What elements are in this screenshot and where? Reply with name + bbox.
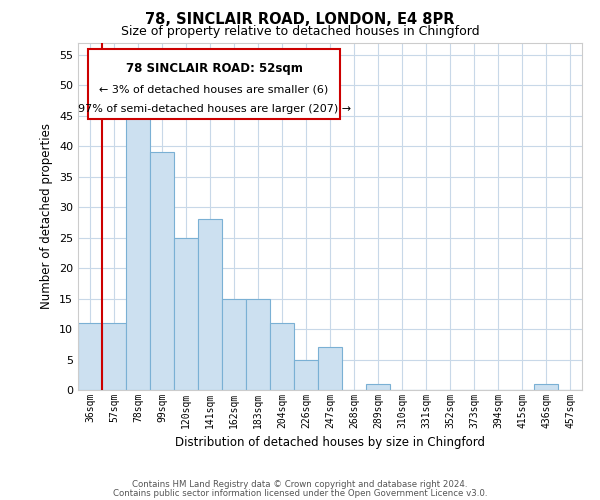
Bar xyxy=(102,323,126,390)
Text: ← 3% of detached houses are smaller (6): ← 3% of detached houses are smaller (6) xyxy=(100,84,329,94)
Text: Contains HM Land Registry data © Crown copyright and database right 2024.: Contains HM Land Registry data © Crown c… xyxy=(132,480,468,489)
FancyBboxPatch shape xyxy=(88,50,340,119)
Bar xyxy=(150,152,174,390)
Text: Contains public sector information licensed under the Open Government Licence v3: Contains public sector information licen… xyxy=(113,489,487,498)
Bar xyxy=(198,220,222,390)
Bar xyxy=(534,384,558,390)
Text: 78, SINCLAIR ROAD, LONDON, E4 8PR: 78, SINCLAIR ROAD, LONDON, E4 8PR xyxy=(145,12,455,28)
Text: Size of property relative to detached houses in Chingford: Size of property relative to detached ho… xyxy=(121,25,479,38)
Bar xyxy=(174,238,198,390)
Bar xyxy=(78,323,102,390)
Y-axis label: Number of detached properties: Number of detached properties xyxy=(40,123,53,309)
Bar xyxy=(318,348,342,390)
Text: 78 SINCLAIR ROAD: 52sqm: 78 SINCLAIR ROAD: 52sqm xyxy=(125,62,302,75)
X-axis label: Distribution of detached houses by size in Chingford: Distribution of detached houses by size … xyxy=(175,436,485,450)
Bar xyxy=(246,298,270,390)
Bar xyxy=(294,360,318,390)
Bar xyxy=(126,116,150,390)
Bar xyxy=(366,384,390,390)
Text: 97% of semi-detached houses are larger (207) →: 97% of semi-detached houses are larger (… xyxy=(77,104,350,114)
Bar xyxy=(270,323,294,390)
Bar xyxy=(222,298,246,390)
